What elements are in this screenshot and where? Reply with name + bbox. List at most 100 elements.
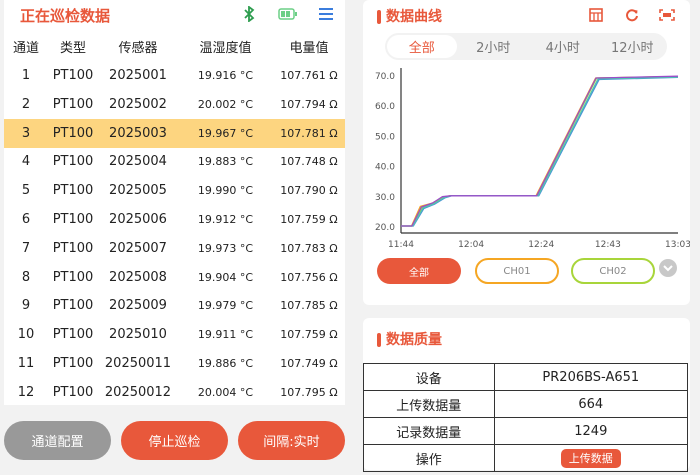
cell-type: PT100 xyxy=(52,327,94,343)
cell-value: 19.973 °C xyxy=(197,241,254,255)
tab-2h[interactable]: 2小时 xyxy=(476,41,511,56)
header-channel: 通道 xyxy=(12,41,39,56)
table-row[interactable]: 12 PT100 20250012 20.004 °C 107.795 Ω xyxy=(4,378,345,407)
table-row[interactable]: 11 PT100 20250011 19.886 °C 107.749 Ω xyxy=(4,349,345,378)
cell-type: PT100 xyxy=(52,125,94,141)
quality-title: 数据质量 xyxy=(386,332,442,348)
tab-4h[interactable]: 4小时 xyxy=(545,41,580,56)
cell-channel: 12 xyxy=(17,384,35,400)
header-type: 类型 xyxy=(59,41,86,56)
cell-type: PT100 xyxy=(52,240,94,256)
cell-channel: 11 xyxy=(17,356,35,371)
refresh-icon[interactable] xyxy=(625,8,639,22)
cell-channel: 6 xyxy=(21,212,31,227)
table-row: 设备 PR206BS-A651 xyxy=(363,363,689,391)
cell-value: 20.002 °C xyxy=(197,97,254,111)
fullscreen-icon[interactable] xyxy=(659,9,675,21)
y-tick-label: 50.0 xyxy=(375,132,395,142)
cell-type: PT100 xyxy=(52,269,94,285)
x-tick-label: 13:03 xyxy=(665,240,690,250)
cell-type: PT100 xyxy=(52,68,94,83)
x-tick-label: 11:44 xyxy=(388,240,414,250)
table-row[interactable]: 5 PT100 2025005 19.990 °C 107.790 Ω xyxy=(4,176,345,205)
cell-value: 19.967 °C xyxy=(197,126,254,140)
table-row[interactable]: 1 PT100 2025001 19.916 °C 107.761 Ω xyxy=(4,61,345,90)
cell-value: 19.883 °C xyxy=(197,155,254,169)
cell-power: 107.790 Ω xyxy=(280,184,338,198)
cell-type: PT100 xyxy=(52,298,94,314)
cell-sensor: 2025007 xyxy=(109,240,167,256)
cell-channel: 5 xyxy=(21,183,31,199)
cell-power: 107.759 Ω xyxy=(280,213,338,226)
series-line-2 xyxy=(401,75,679,227)
tab-12h[interactable]: 12小时 xyxy=(610,41,654,56)
cell-type: PT100 xyxy=(52,154,94,170)
cell-power: 107.748 Ω xyxy=(280,155,338,169)
device-value: PR206BS-A651 xyxy=(493,363,689,391)
cell-power: 107.783 Ω xyxy=(280,241,338,255)
y-tick-label: 20.0 xyxy=(375,223,395,233)
tab-all[interactable]: 全部 xyxy=(387,35,457,58)
menu-icon[interactable] xyxy=(318,7,334,21)
line-chart: 20.0 30.0 40.0 50.0 60.0 70.0 11:44 12:04 12:24 1… xyxy=(375,68,690,250)
cell-type: PT100 xyxy=(52,183,94,199)
upload-data-button[interactable]: 上传数据 xyxy=(560,449,621,468)
interval-button[interactable]: 间隔:实时 xyxy=(238,421,345,460)
channel-config-button[interactable]: 通道配置 xyxy=(4,421,111,460)
cell-channel: 1 xyxy=(21,68,31,83)
device-label: 设备 xyxy=(363,363,495,391)
x-tick-label: 12:04 xyxy=(458,240,484,250)
stop-inspection-button[interactable]: 停止巡检 xyxy=(121,421,228,460)
y-tick-label: 40.0 xyxy=(375,163,395,173)
table-row[interactable]: 4 PT100 2025004 19.883 °C 107.748 Ω xyxy=(4,147,345,176)
table-row[interactable]: 6 PT100 2025006 19.912 °C 107.759 Ω xyxy=(4,205,345,234)
cell-channel: 7 xyxy=(21,240,31,256)
recorded-label: 记录数据量 xyxy=(363,417,495,445)
cell-value: 19.990 °C xyxy=(197,184,254,198)
table-row: 操作 上传数据 xyxy=(363,444,689,472)
cell-power: 107.749 Ω xyxy=(280,357,338,370)
table-row[interactable]: 10 PT100 2025010 19.911 °C 107.759 Ω xyxy=(4,320,345,349)
cell-channel: 9 xyxy=(21,298,31,314)
cell-power: 107.795 Ω xyxy=(280,385,338,399)
cell-type: PT100 xyxy=(52,212,94,227)
cell-power: 107.761 Ω xyxy=(280,69,338,82)
panel-title: 正在巡检数据 xyxy=(20,7,111,25)
filter-ch01[interactable]: CH01 xyxy=(475,258,559,284)
filter-all[interactable]: 全部 xyxy=(377,258,461,284)
inspection-panel: 正在巡检数据 通道 类型 传感器 温湿度值 电量值 1 PT100 2025001 1… xyxy=(4,0,345,405)
table-row[interactable]: 8 PT100 2025008 19.904 °C 107.756 Ω xyxy=(4,263,345,292)
table-header: 通道 类型 传感器 温湿度值 电量值 xyxy=(4,32,345,61)
uploaded-label: 上传数据量 xyxy=(363,390,495,418)
table-row[interactable]: 9 PT100 2025009 19.979 °C 107.785 Ω xyxy=(4,291,345,320)
table-icon[interactable] xyxy=(589,8,603,22)
x-tick-label: 12:24 xyxy=(528,240,554,250)
cell-value: 19.916 °C xyxy=(197,69,254,82)
cell-channel: 3 xyxy=(21,125,31,141)
cell-value: 19.979 °C xyxy=(197,299,254,313)
cell-power: 107.794 Ω xyxy=(280,97,338,111)
table-row[interactable]: 3 PT100 2025003 19.967 °C 107.781 Ω xyxy=(4,118,345,148)
cell-channel: 2 xyxy=(21,96,31,112)
time-range-tabs: 全部 2小时 4小时 12小时 xyxy=(385,33,667,60)
title-bar xyxy=(377,333,381,347)
bluetooth-icon[interactable] xyxy=(242,6,256,22)
cell-sensor: 2025005 xyxy=(109,183,167,199)
cell-value: 19.886 °C xyxy=(197,357,254,370)
cell-channel: 10 xyxy=(17,327,35,343)
expand-chevron-icon[interactable] xyxy=(659,259,677,277)
series-line-4 xyxy=(401,76,679,227)
table-row[interactable]: 7 PT100 2025007 19.973 °C 107.783 Ω xyxy=(4,234,345,263)
table-row: 记录数据量 1249 xyxy=(363,417,689,445)
cell-power: 107.781 Ω xyxy=(280,126,338,140)
y-tick-label: 30.0 xyxy=(375,193,395,203)
table-row[interactable]: 2 PT100 2025002 20.002 °C 107.794 Ω xyxy=(4,90,345,119)
filter-ch02[interactable]: CH02 xyxy=(571,258,655,284)
table-row: 上传数据量 664 xyxy=(363,390,689,418)
x-tick-label: 12:43 xyxy=(595,240,621,250)
cell-type: PT100 xyxy=(52,356,94,371)
cell-sensor: 2025004 xyxy=(109,154,167,170)
header-value: 温湿度值 xyxy=(199,41,252,56)
y-tick-label: 70.0 xyxy=(375,72,395,82)
cell-type: PT100 xyxy=(52,384,94,400)
